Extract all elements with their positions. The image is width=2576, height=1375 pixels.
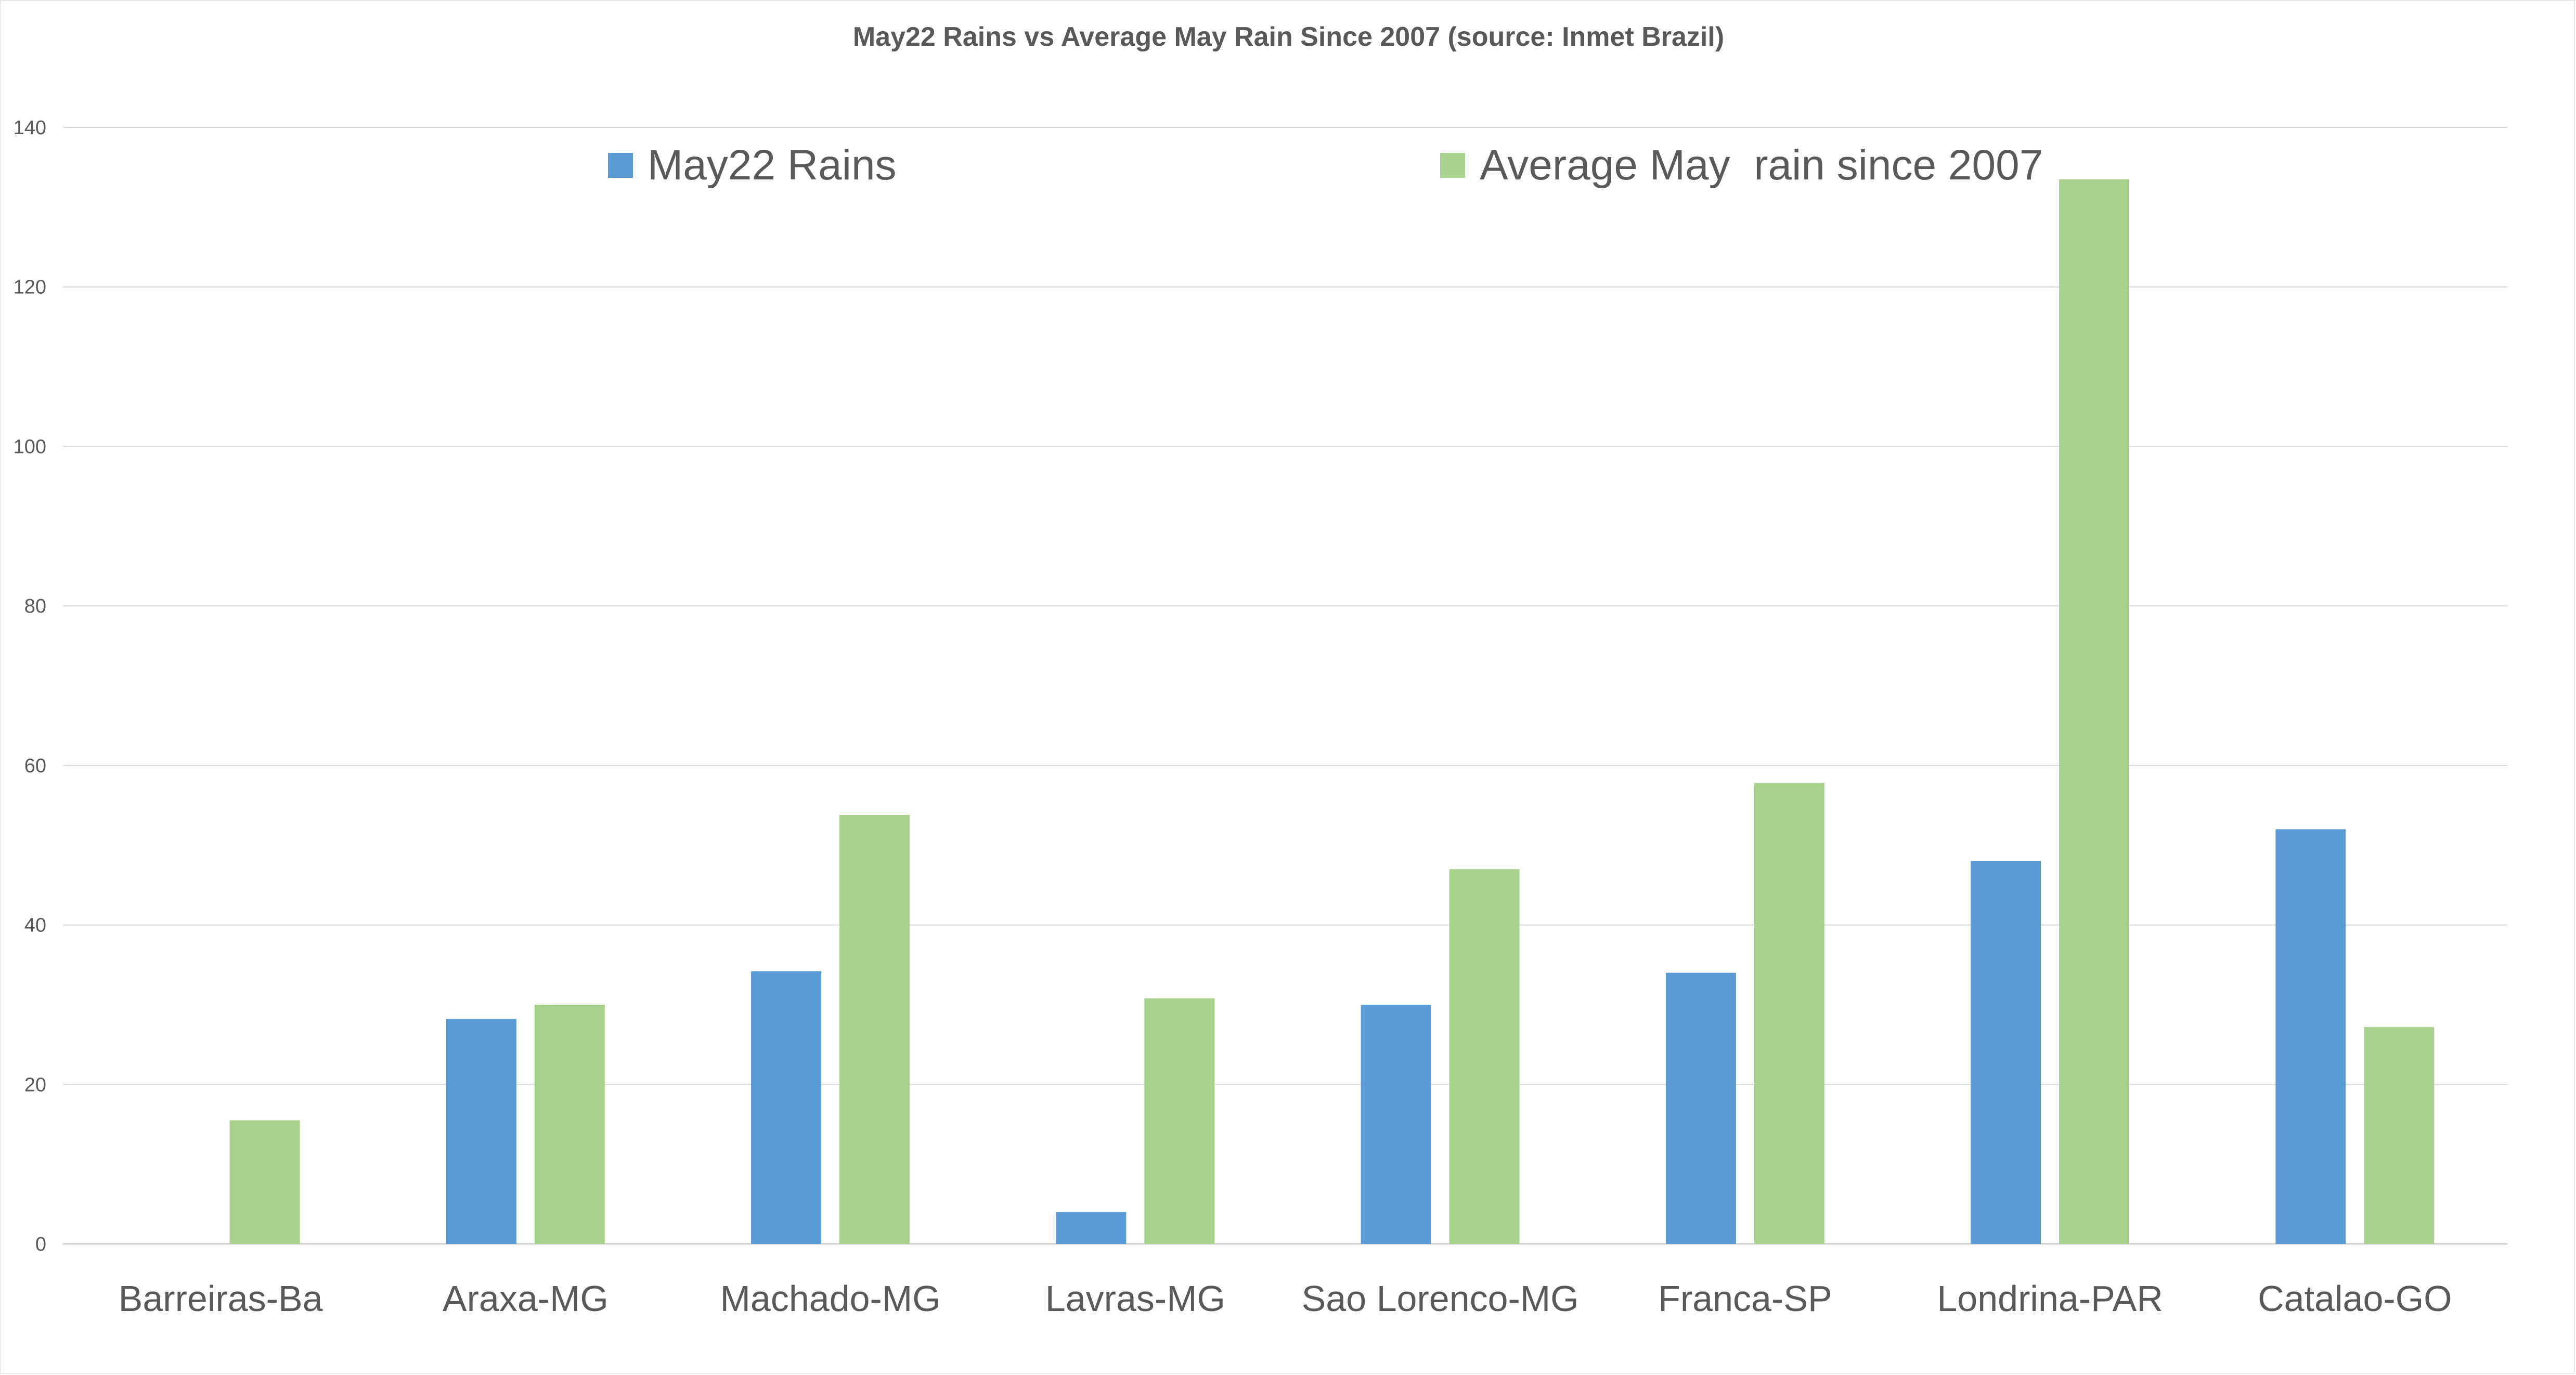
chart-title: May22 Rains vs Average May Rain Since 20… xyxy=(852,22,1725,52)
bar-may22-rains xyxy=(1056,1212,1127,1244)
legend-item-may22-rains: May22 Rains xyxy=(608,141,897,190)
x-tick-label: Barreiras-Ba xyxy=(119,1278,323,1319)
bar-may22-rains xyxy=(1971,861,2041,1244)
bar-average-may-rain xyxy=(1144,998,1215,1244)
legend-item-average-may-rain: Average May rain since 2007 xyxy=(1440,141,2043,190)
bar-average-may-rain xyxy=(2364,1027,2435,1244)
bar-average-may-rain xyxy=(2059,179,2130,1244)
x-tick-label: Catalao-GO xyxy=(2258,1278,2452,1319)
legend-label-average-may-rain: Average May rain since 2007 xyxy=(1480,141,2043,189)
bar-average-may-rain xyxy=(534,1004,605,1244)
bar-may22-rains xyxy=(2275,829,2346,1244)
y-tick-label: 100 xyxy=(14,436,46,458)
bar-average-may-rain xyxy=(1449,869,1520,1244)
bar-may22-rains xyxy=(1665,972,1736,1244)
x-tick-label: Araxa-MG xyxy=(443,1278,609,1319)
x-tick-label: Sao Lorenco-MG xyxy=(1302,1278,1579,1319)
legend-swatch-average-may-rain xyxy=(1440,153,1465,178)
x-tick-label: Franca-SP xyxy=(1658,1278,1832,1319)
bar-average-may-rain xyxy=(1754,783,1824,1244)
y-tick-label: 20 xyxy=(24,1074,46,1096)
bar-may22-rains xyxy=(446,1019,516,1244)
x-tick-label: Lavras-MG xyxy=(1045,1278,1225,1319)
y-tick-label: 40 xyxy=(24,915,46,937)
bar-may22-rains xyxy=(751,971,822,1244)
y-tick-label: 120 xyxy=(14,277,46,299)
legend-swatch-may22-rains xyxy=(608,153,633,178)
y-tick-label: 0 xyxy=(35,1234,46,1255)
x-tick-label: Machado-MG xyxy=(720,1278,941,1319)
y-tick-label: 60 xyxy=(24,755,46,777)
legend-label-may22-rains: May22 Rains xyxy=(648,141,897,189)
bar-average-may-rain xyxy=(839,814,910,1244)
bar-average-may-rain xyxy=(229,1120,300,1244)
x-tick-label: Londrina-PAR xyxy=(1937,1278,2163,1319)
bar-may22-rains xyxy=(1361,1004,1431,1244)
y-tick-label: 140 xyxy=(14,117,46,139)
y-tick-label: 80 xyxy=(24,595,46,617)
